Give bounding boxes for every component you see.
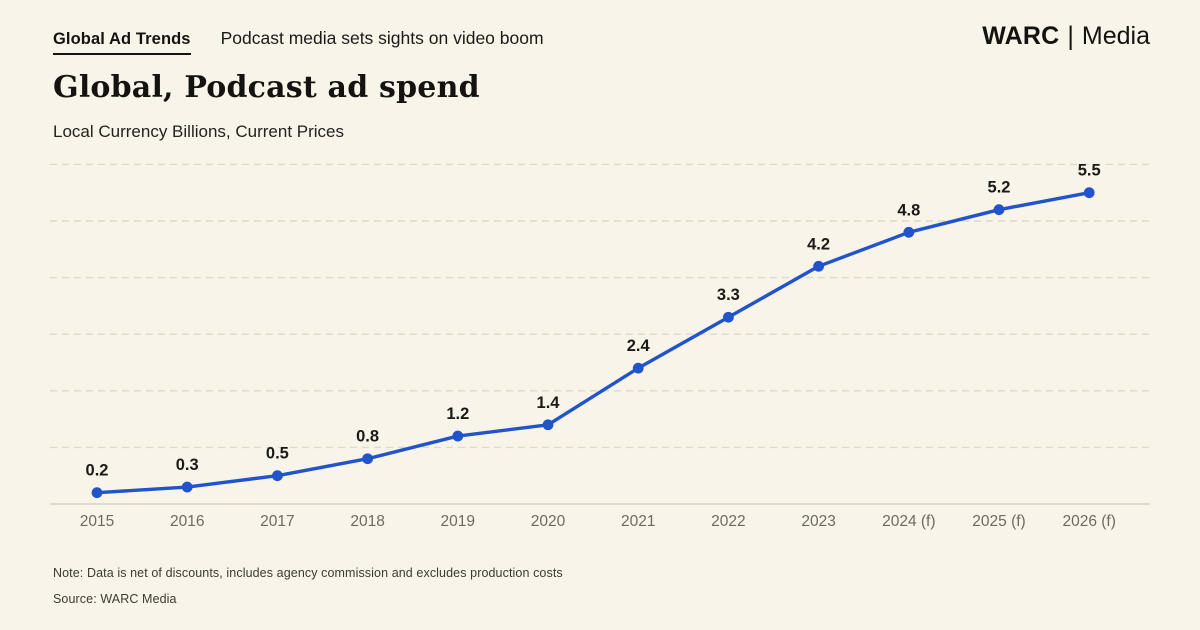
data-point-label: 3.3 <box>717 286 740 304</box>
data-point-label: 0.2 <box>86 462 109 480</box>
brand-primary-wordmark: WARC <box>982 22 1060 50</box>
data-point-label: 2.4 <box>627 337 651 355</box>
x-tick-label: 2024 (f) <box>882 513 935 530</box>
report-headline: Podcast media sets sights on video boom <box>220 28 544 48</box>
trend-line <box>95 191 1091 495</box>
chart-area: 0.2 2015 0.3 2016 0.5 2017 0.8 2018 1.2 2019 1.4 20… <box>50 152 1150 542</box>
chart-title: Global, Podcast ad spend <box>53 70 480 105</box>
warc-media-logo: WARC | Media <box>982 21 1150 51</box>
brand-separator: | <box>1067 21 1074 51</box>
header: Global Ad Trends Podcast media sets sigh… <box>53 21 1150 55</box>
data-point-label: 5.5 <box>1078 162 1101 180</box>
data-point <box>993 204 1005 216</box>
x-tick-label: 2017 <box>260 513 294 530</box>
data-point-label: 5.2 <box>988 179 1011 197</box>
x-tick-label: 2025 (f) <box>972 513 1025 530</box>
data-point <box>723 311 734 323</box>
data-point <box>452 430 464 442</box>
x-tick-label: 2016 <box>170 513 204 530</box>
data-point-label: 1.4 <box>537 394 561 412</box>
source-credit: Source: WARC Media <box>53 592 177 606</box>
data-point <box>903 226 915 238</box>
data-point <box>632 362 644 374</box>
data-point <box>362 453 373 465</box>
data-point-label: 0.5 <box>266 445 289 463</box>
x-tick-label: 2019 <box>441 513 475 530</box>
podcast-spend-line-chart: 0.2 2015 0.3 2016 0.5 2017 0.8 2018 1.2 2019 1.4 20… <box>50 162 1150 530</box>
data-point-label: 1.2 <box>446 405 469 423</box>
data-point <box>813 260 824 272</box>
data-point-label: 0.3 <box>176 456 199 474</box>
data-point <box>91 487 103 499</box>
x-tick-label: 2020 <box>531 513 566 530</box>
footnote: Note: Data is net of discounts, includes… <box>53 566 563 580</box>
x-tick-label: 2015 <box>80 513 114 530</box>
data-point-label: 4.8 <box>897 201 920 219</box>
x-tick-label: 2021 <box>621 513 655 530</box>
data-point-label: 0.8 <box>356 428 379 446</box>
data-point-label: 4.2 <box>807 235 830 253</box>
chart-subtitle: Local Currency Billions, Current Prices <box>53 122 344 141</box>
x-tick-label: 2018 <box>350 513 384 530</box>
report-kicker: Global Ad Trends <box>53 30 191 55</box>
data-point <box>1083 187 1095 199</box>
data-point <box>272 470 283 482</box>
x-tick-label: 2023 <box>801 513 835 530</box>
data-point <box>181 481 193 493</box>
data-point <box>542 419 554 431</box>
x-tick-label: 2026 (f) <box>1062 513 1115 530</box>
x-tick-label: 2022 <box>711 513 745 530</box>
brand-secondary-wordmark: Media <box>1081 22 1150 50</box>
